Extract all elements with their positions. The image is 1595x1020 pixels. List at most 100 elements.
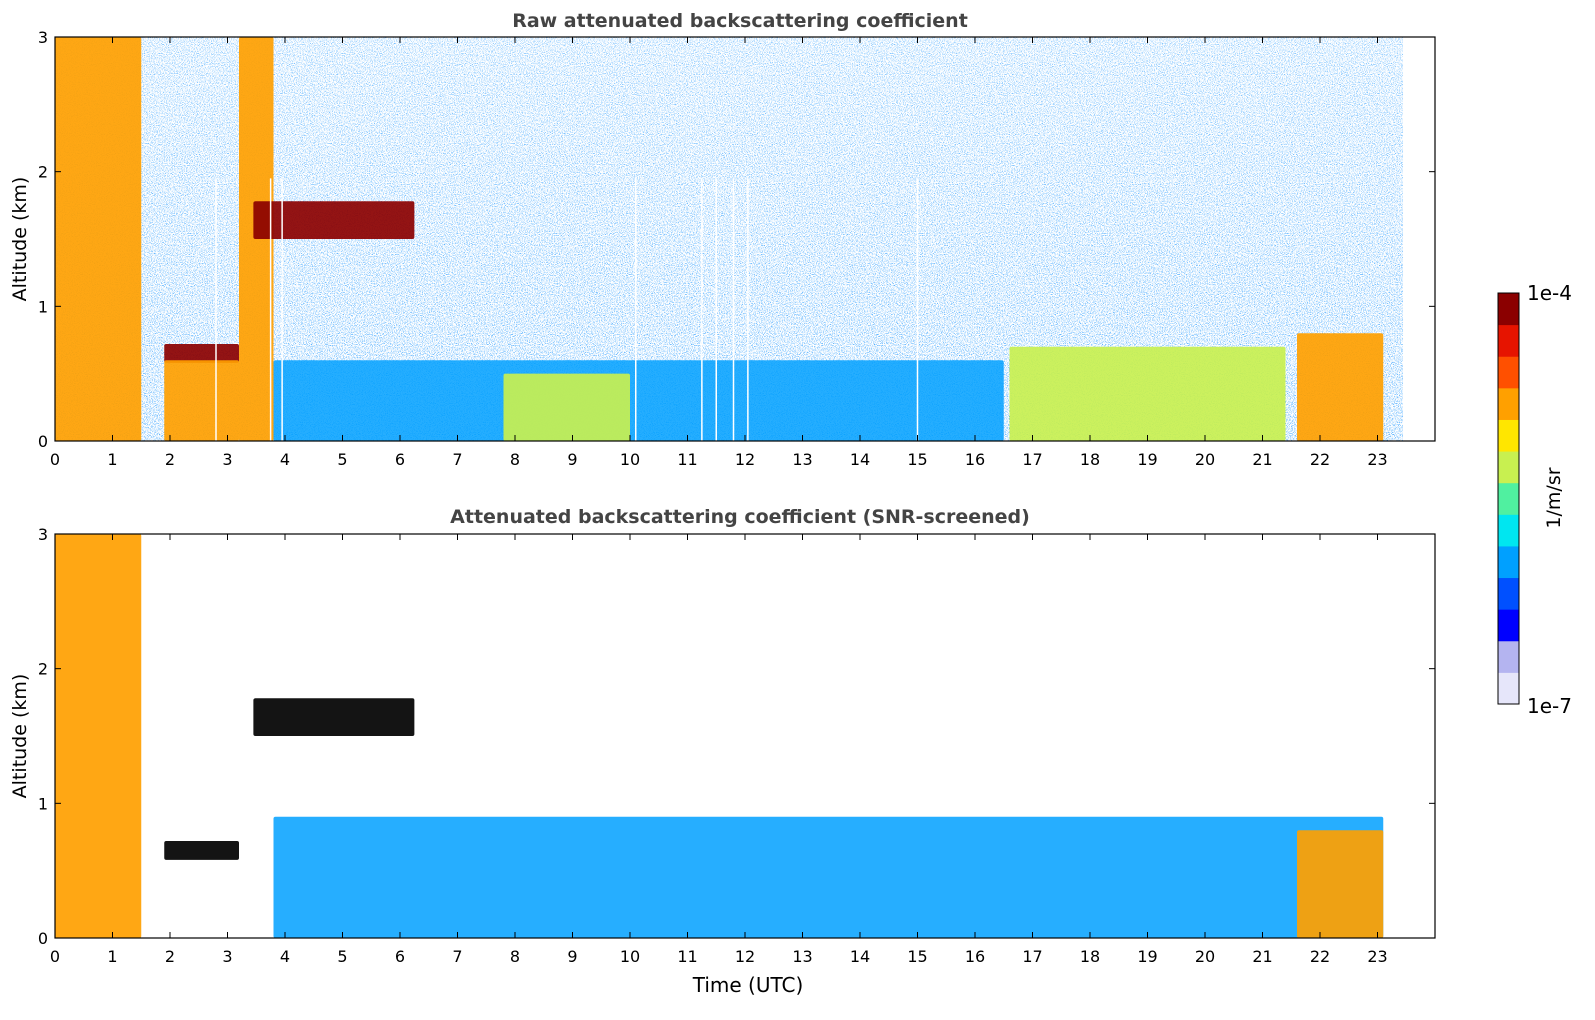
x-tick-label: 1: [107, 450, 117, 469]
y-tick-label: 0: [38, 432, 48, 451]
screened-x-axis: 0 1 2 3 4 5 6 7 8 9 10 11 12 13 14 15 16 17 18 19 20 21 22 23: [50, 534, 1388, 966]
heatmap-feature: low cloud and precipitation: [1297, 830, 1384, 938]
colorbar-cell: [1498, 356, 1519, 389]
colorbar-cell: [1498, 419, 1519, 452]
x-tick-label: 3: [222, 947, 232, 966]
x-tick-label: 14: [850, 947, 870, 966]
screened-plot-area: precipitation/fog column low cloud elevate…: [54, 533, 1436, 939]
x-tick-label: 9: [567, 947, 577, 966]
colorbar-cell: [1498, 387, 1519, 420]
x-tick-label: 6: [395, 450, 405, 469]
heatmap-feature: precipitation: [164, 360, 239, 441]
screened-y-axis-label: Altitude (km): [9, 674, 31, 799]
raw-panel-title: Raw attenuated backscattering coefficien…: [512, 10, 968, 32]
screened-panel-title: Attenuated backscattering coefficient (S…: [450, 506, 1030, 528]
screened-y-axis: 0 1 2 3: [38, 525, 1435, 948]
heatmap-feature: precipitation/fog column: [55, 37, 142, 441]
x-tick-label: 22: [1310, 947, 1330, 966]
x-tick-label: 6: [395, 947, 405, 966]
colorbar-cell: [1498, 609, 1519, 642]
colorbar-cell: [1498, 672, 1519, 705]
y-tick-label: 2: [38, 660, 48, 679]
x-tick-label: 19: [1137, 450, 1157, 469]
x-tick-label: 16: [965, 450, 985, 469]
x-tick-label: 12: [735, 947, 755, 966]
heatmap-feature: precipitation/fog column: [55, 534, 142, 938]
x-tick-label: 12: [735, 450, 755, 469]
x-tick-label: 23: [1367, 947, 1387, 966]
y-tick-label: 0: [38, 929, 48, 948]
x-tick-label: 7: [452, 450, 462, 469]
colorbar-cell: [1498, 514, 1519, 547]
colorbar-unit-label: 1/m/sr: [1543, 467, 1565, 528]
colorbar-frame: [1497, 292, 1520, 705]
x-tick-label: 21: [1252, 947, 1272, 966]
y-tick-label: 1: [38, 794, 48, 813]
x-tick-label: 4: [280, 450, 290, 469]
colorbar-cell: [1498, 482, 1519, 515]
colorbar-cell: [1498, 640, 1519, 673]
x-tick-label: 8: [510, 947, 520, 966]
raw-backscatter-panel: Raw attenuated backscattering coefficien…: [9, 10, 1436, 469]
x-tick-label: 7: [452, 947, 462, 966]
colorbar-min-label: 1e-7: [1527, 694, 1572, 718]
x-tick-label: 14: [850, 450, 870, 469]
colorbar-cell: [1498, 293, 1519, 326]
x-tick-label: 2: [165, 947, 175, 966]
x-tick-label: 15: [907, 450, 927, 469]
raw-x-axis: 0 1 2 3 4 5 6 7 8 9 10 11 12 13 14 15 16 17 18 19 20 21 22 23: [50, 37, 1388, 469]
heatmap-feature: low cloud: [164, 841, 239, 860]
y-tick-label: 3: [38, 525, 48, 544]
heatmap-feature: cloud base / precipitation: [1009, 346, 1286, 441]
x-tick-label: 18: [1080, 947, 1100, 966]
colorbar-cell: [1498, 451, 1519, 484]
heatmap-feature: boundary layer aerosol: [273, 360, 1004, 441]
x-tick-label: 0: [50, 947, 60, 966]
x-tick-label: 5: [337, 450, 347, 469]
x-tick-label: 16: [965, 947, 985, 966]
x-tick-label: 15: [907, 947, 927, 966]
raw-y-axis-label: Altitude (km): [9, 177, 31, 302]
heatmap-feature: low cloud and precipitation: [1297, 333, 1384, 441]
x-tick-label: 5: [337, 947, 347, 966]
x-tick-label: 3: [222, 450, 232, 469]
x-tick-label: 22: [1310, 450, 1330, 469]
raw-y-axis: 0 1 2 3: [38, 28, 1435, 451]
heatmap-feature: low cloud: [164, 344, 239, 363]
x-tick-label: 2: [165, 450, 175, 469]
x-tick-label: 13: [792, 947, 812, 966]
screened-backscatter-panel: Attenuated backscattering coefficient (S…: [9, 506, 1436, 997]
x-tick-label: 0: [50, 450, 60, 469]
x-tick-label: 11: [677, 947, 697, 966]
colorbar-gradient: [1498, 293, 1519, 705]
x-tick-label: 21: [1252, 450, 1272, 469]
heatmap-feature: boundary layer aerosol: [273, 816, 1384, 938]
x-tick-label: 17: [1022, 947, 1042, 966]
x-tick-label: 23: [1367, 450, 1387, 469]
heatmap-feature: elevated cloud layer: [253, 698, 415, 736]
x-tick-label: 13: [792, 450, 812, 469]
x-tick-label: 18: [1080, 450, 1100, 469]
x-tick-label: 10: [620, 450, 640, 469]
x-tick-label: 4: [280, 947, 290, 966]
colorbar-max-label: 1e-4: [1527, 281, 1572, 305]
y-tick-label: 1: [38, 297, 48, 316]
x-tick-label: 8: [510, 450, 520, 469]
x-tick-label: 9: [567, 450, 577, 469]
raw-plot-area: precipitation/fog column low cloudprecipi…: [54, 36, 1436, 442]
colorbar: 1e-4 1e-7 1/m/sr: [1497, 281, 1572, 718]
y-tick-label: 3: [38, 28, 48, 47]
x-tick-label: 20: [1195, 947, 1215, 966]
colorbar-cell: [1498, 545, 1519, 579]
x-tick-label: 10: [620, 947, 640, 966]
colorbar-cell: [1498, 577, 1519, 610]
x-tick-label: 17: [1022, 450, 1042, 469]
x-axis-label: Time (UTC): [692, 973, 804, 997]
x-tick-label: 20: [1195, 450, 1215, 469]
colorbar-cell: [1498, 324, 1519, 357]
heatmap-feature: aerosol maximum: [503, 373, 630, 441]
x-tick-label: 1: [107, 947, 117, 966]
y-tick-label: 2: [38, 163, 48, 182]
x-tick-label: 19: [1137, 947, 1157, 966]
